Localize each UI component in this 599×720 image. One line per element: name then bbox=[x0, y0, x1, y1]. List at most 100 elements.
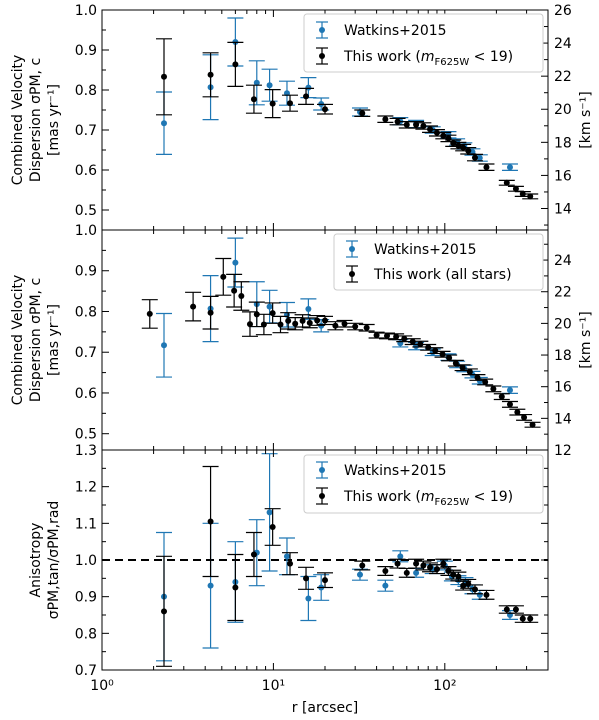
y-tick-label: 0.9 bbox=[75, 264, 97, 280]
data-point bbox=[300, 298, 317, 320]
panel-middle-ylabel-1: Combined Velocity bbox=[10, 275, 26, 406]
right-y-tick-label: 20 bbox=[554, 316, 572, 332]
data-point bbox=[522, 614, 539, 623]
data-point bbox=[440, 565, 457, 577]
y-tick-label: 1.0 bbox=[75, 553, 97, 569]
data-point bbox=[317, 572, 333, 589]
y-tick-label: 0.8 bbox=[75, 83, 97, 99]
data-point bbox=[358, 323, 375, 332]
panel-bottom-legend-watkins: Watkins+2015 bbox=[344, 463, 447, 479]
right-y-tick-label: 20 bbox=[554, 102, 572, 118]
data-point bbox=[227, 41, 244, 88]
panel-bottom-legend: Watkins+2015 This work (mF625W < 19) bbox=[303, 454, 544, 514]
data-point bbox=[264, 302, 281, 324]
legend-marker-this-work bbox=[316, 47, 328, 65]
data-point bbox=[501, 163, 518, 171]
right-y-tick-label: 22 bbox=[554, 69, 572, 85]
panel-top: 0.5 0.6 0.7 0.8 0.9 1.0 14 16 18 20 22 24 26 Combin… bbox=[10, 3, 594, 231]
data-point bbox=[261, 453, 278, 572]
right-y-tick-label: 16 bbox=[554, 168, 572, 184]
data-point bbox=[392, 550, 409, 563]
data-point bbox=[226, 273, 243, 308]
data-point bbox=[141, 299, 158, 329]
y-tick-label: 1.0 bbox=[75, 3, 97, 19]
legend-marker-this-work bbox=[316, 487, 328, 505]
legend-marker-watkins bbox=[346, 240, 358, 258]
panel-top-right-ylabel: [km s⁻¹] bbox=[578, 91, 594, 148]
legend-marker-watkins bbox=[316, 461, 328, 479]
legend-marker-this-work bbox=[346, 265, 358, 283]
y-tick-label: 1.2 bbox=[75, 480, 97, 496]
data-point bbox=[336, 319, 353, 328]
right-y-tick-label: 14 bbox=[554, 411, 572, 427]
data-point bbox=[389, 117, 406, 126]
panel-middle-ylabel-3: [mas yr⁻¹] bbox=[46, 304, 62, 376]
panel-middle-legend-watkins: Watkins+2015 bbox=[374, 242, 477, 258]
series-this-work bbox=[156, 38, 539, 200]
data-point bbox=[264, 508, 281, 546]
data-point bbox=[522, 193, 539, 200]
data-point bbox=[264, 88, 281, 119]
panel-top-legend-watkins: Watkins+2015 bbox=[344, 23, 447, 39]
panel-middle-legend: Watkins+2015 This work (all stars) bbox=[333, 233, 544, 291]
data-point bbox=[282, 552, 299, 576]
data-point bbox=[379, 332, 396, 340]
data-point bbox=[301, 317, 318, 329]
panel-top-legend: Watkins+2015 This work (mF625W < 19) bbox=[303, 13, 544, 73]
data-point bbox=[524, 421, 541, 428]
data-point bbox=[466, 584, 483, 595]
data-point bbox=[156, 555, 173, 667]
data-point bbox=[215, 257, 232, 296]
panel-middle-legend-thiswork: This work (all stars) bbox=[373, 267, 512, 283]
series-this-work bbox=[156, 465, 539, 667]
panel-middle-yticks: 0.5 0.6 0.7 0.8 0.9 1.0 bbox=[75, 223, 109, 443]
data-point bbox=[466, 153, 483, 162]
data-point bbox=[347, 322, 364, 331]
y-tick-label: 1.1 bbox=[75, 516, 97, 532]
data-point bbox=[278, 80, 295, 106]
data-point bbox=[298, 566, 315, 590]
right-y-tick-label: 18 bbox=[554, 348, 572, 364]
data-point bbox=[351, 568, 368, 581]
data-point bbox=[227, 237, 244, 288]
data-point bbox=[498, 605, 515, 614]
data-point bbox=[493, 393, 510, 401]
x-tick-label: 10⁰ bbox=[90, 678, 114, 694]
y-tick-label: 1.3 bbox=[75, 443, 97, 459]
y-tick-label: 0.5 bbox=[75, 203, 97, 219]
data-point bbox=[501, 400, 518, 408]
data-point bbox=[282, 94, 299, 112]
y-tick-label: 1.0 bbox=[75, 223, 97, 239]
data-point bbox=[280, 312, 297, 330]
data-point bbox=[287, 316, 304, 331]
panel-top-marks bbox=[156, 17, 539, 200]
x-tick-label: 10² bbox=[433, 678, 456, 694]
data-point bbox=[202, 295, 219, 330]
panel-bottom: 0.7 0.8 0.9 1.0 1.1 1.2 1.3 10⁰ 10¹ 10² Anisotro… bbox=[28, 443, 549, 716]
data-point bbox=[156, 312, 173, 378]
data-point bbox=[327, 321, 344, 331]
data-point bbox=[294, 314, 311, 328]
data-point bbox=[227, 553, 244, 622]
data-point bbox=[272, 315, 289, 334]
y-tick-label: 0.9 bbox=[75, 590, 97, 606]
data-point bbox=[507, 185, 524, 192]
panel-top-right-yticks: 14 16 18 20 22 24 26 bbox=[541, 3, 572, 226]
panel-bottom-legend-thiswork: This work (mF625W < 19) bbox=[343, 489, 513, 508]
data-point bbox=[478, 163, 495, 171]
panel-top-legend-thiswork: This work (mF625W < 19) bbox=[343, 49, 513, 68]
data-point bbox=[233, 281, 250, 311]
panel-top-ylabel-1: Combined Velocity bbox=[10, 55, 26, 186]
panel-bottom-yticks: 0.7 0.8 0.9 1.0 1.1 1.2 1.3 bbox=[75, 443, 548, 679]
data-point bbox=[245, 531, 262, 578]
x-tick-label: 10¹ bbox=[262, 678, 285, 694]
data-point bbox=[354, 109, 371, 118]
data-point bbox=[278, 537, 295, 576]
y-tick-label: 0.8 bbox=[75, 626, 97, 642]
data-point bbox=[248, 519, 265, 587]
panel-middle-right-ylabel: [km s⁻¹] bbox=[578, 311, 594, 368]
data-point bbox=[516, 413, 533, 421]
data-point bbox=[156, 38, 173, 116]
panel-bottom-marks bbox=[156, 453, 539, 667]
